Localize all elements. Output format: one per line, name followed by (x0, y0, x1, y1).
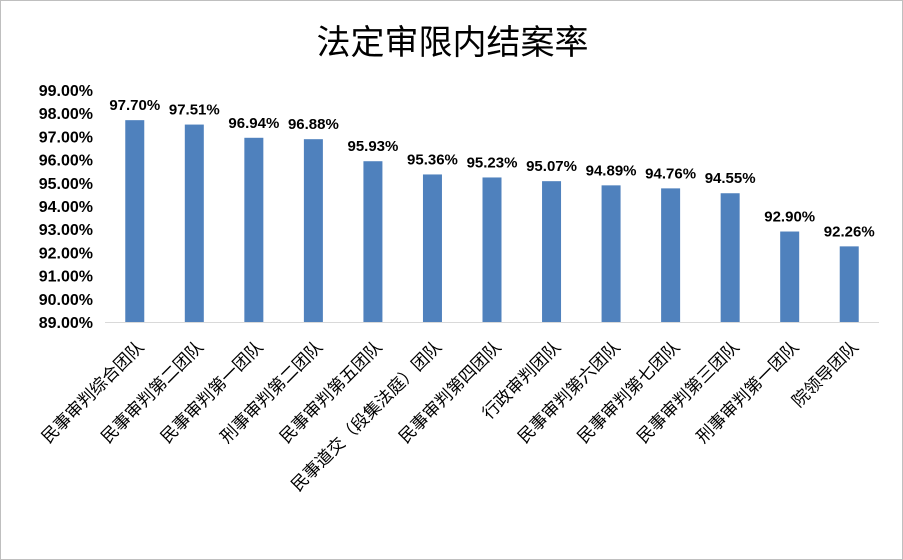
bar (482, 177, 502, 322)
data-label: 94.89% (586, 162, 637, 179)
bar (720, 193, 740, 322)
y-tick-label: 90.00% (39, 292, 93, 309)
bar (661, 188, 681, 322)
bar (363, 161, 383, 322)
y-tick-label: 97.00% (39, 129, 93, 146)
x-category-label: 民事审判第四团队 (395, 337, 505, 447)
x-category-label: 民事审判综合团队 (38, 337, 148, 447)
x-category-label: 民事审判第六团队 (514, 337, 624, 447)
bar (244, 137, 264, 322)
data-label: 95.93% (347, 138, 398, 155)
bar (839, 246, 859, 322)
bar (125, 120, 145, 322)
data-label: 94.55% (705, 170, 756, 187)
y-tick-label: 94.00% (39, 199, 93, 216)
x-category-label: 民事审判第一团队 (157, 337, 267, 447)
data-label: 96.94% (228, 115, 279, 132)
y-tick-label: 89.00% (39, 315, 93, 332)
y-tick-label: 93.00% (39, 222, 93, 239)
y-tick-label: 96.00% (39, 153, 93, 170)
x-category-label: 民事审判第三团队 (633, 337, 743, 447)
data-label: 97.51% (169, 102, 220, 119)
x-category-label: 刑事审判第一团队 (693, 337, 803, 447)
data-label: 95.23% (467, 154, 518, 171)
y-tick-label: 91.00% (39, 269, 93, 286)
chart-title: 法定审限内结案率 (316, 23, 589, 63)
data-label: 97.70% (109, 97, 160, 114)
bar (184, 124, 204, 323)
x-category-label: 民事审判第二团队 (98, 337, 208, 447)
bar (780, 231, 800, 322)
data-label: 94.76% (645, 165, 696, 182)
bar (303, 139, 323, 322)
bar (601, 185, 621, 322)
data-label: 92.90% (764, 209, 815, 226)
data-label: 95.36% (407, 151, 458, 168)
data-label: 95.07% (526, 158, 577, 175)
y-tick-label: 98.00% (39, 106, 93, 123)
x-category-label: 刑事审判第二团队 (217, 337, 327, 447)
bar (542, 181, 562, 322)
y-tick-label: 95.00% (39, 176, 93, 193)
x-category-label: 民事审判第五团队 (276, 337, 386, 447)
y-tick-label: 99.00% (39, 83, 93, 100)
y-tick-label: 92.00% (39, 245, 93, 262)
x-category-label: 民事审判第七团队 (574, 337, 684, 447)
data-label: 96.88% (288, 116, 339, 133)
bar (422, 174, 442, 322)
data-label: 92.26% (824, 223, 875, 240)
